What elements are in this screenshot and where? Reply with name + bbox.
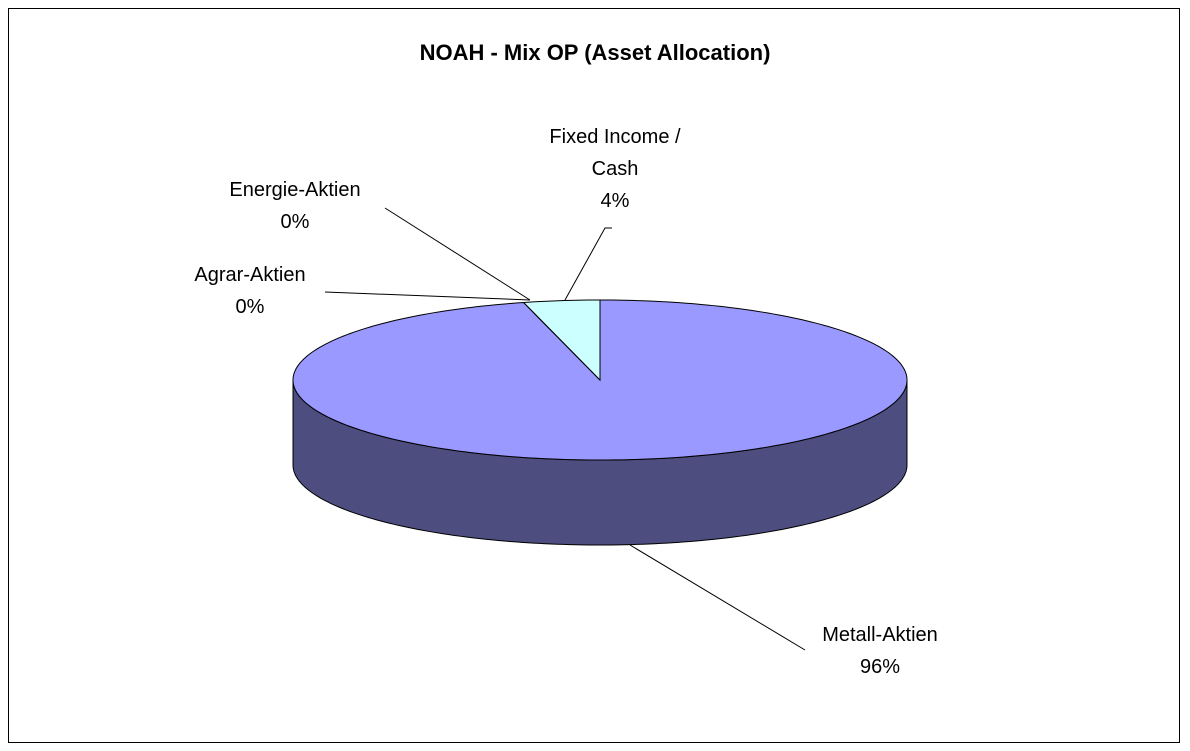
leader-line: [324, 291, 531, 301]
leader-line: [629, 544, 806, 651]
value-label: 4%: [600, 190, 630, 212]
value-label: 96%: [859, 656, 901, 678]
category-label: Energie-Aktien: [229, 179, 361, 201]
category-label: Agrar-Aktien: [194, 264, 306, 286]
slice-label: Agrar-Aktien 0%: [165, 259, 335, 323]
leader-line: [384, 207, 531, 301]
category-label: Fixed Income / Cash: [549, 126, 681, 180]
category-label: Metall-Aktien: [822, 624, 938, 646]
value-label: 0%: [235, 296, 265, 318]
leader-line: [564, 227, 612, 301]
slice-label: Metall-Aktien 96%: [795, 619, 965, 683]
value-label: 0%: [280, 211, 310, 233]
chart-title: NOAH - Mix OP (Asset Allocation): [419, 40, 771, 65]
slice-label: Energie-Aktien 0%: [210, 174, 380, 238]
slice: [522, 299, 601, 382]
slice-label: Fixed Income / Cash 4%: [530, 121, 700, 217]
chart-frame: [8, 8, 1180, 743]
